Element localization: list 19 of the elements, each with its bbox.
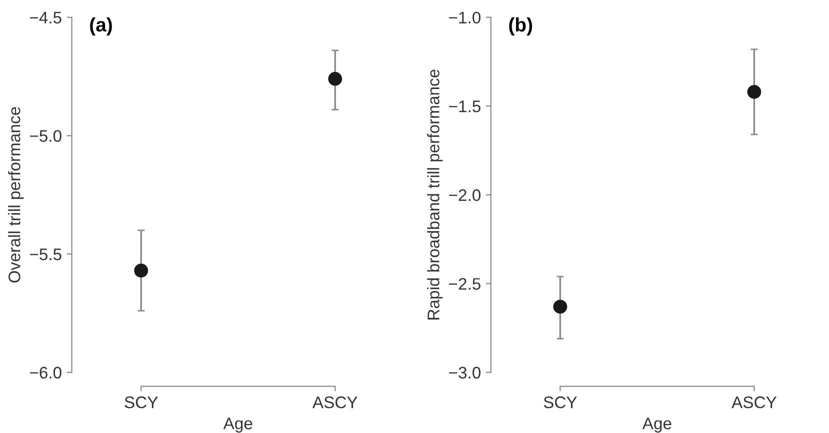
y-tick-label: −4.5 xyxy=(30,12,62,24)
chart-title: (b) xyxy=(509,17,532,36)
y-axis-title: Overall trill performance xyxy=(8,107,24,283)
y-tick-label: −5.5 xyxy=(30,248,62,260)
x-tick-label: ASCY xyxy=(312,396,358,408)
x-tick-label: SCY xyxy=(124,396,158,408)
y-tick-label: −2.0 xyxy=(449,189,480,202)
chart-title: (a) xyxy=(90,17,112,36)
y-tick-label: −6.0 xyxy=(30,366,62,379)
y-axis-title: Rapid broadband trill performance xyxy=(427,70,443,320)
y-tick-label: −1.0 xyxy=(449,12,480,24)
y-tick-label: −2.5 xyxy=(449,278,480,290)
y-tick-label: −1.5 xyxy=(449,100,480,112)
y-tick-label: −3.0 xyxy=(449,366,480,379)
y-tick-label: −5.0 xyxy=(30,130,62,142)
x-tick-label: ASCY xyxy=(732,396,777,408)
x-axis-title: Age xyxy=(642,418,672,433)
x-axis-title: Age xyxy=(223,418,252,433)
x-tick-label: SCY xyxy=(544,396,577,408)
